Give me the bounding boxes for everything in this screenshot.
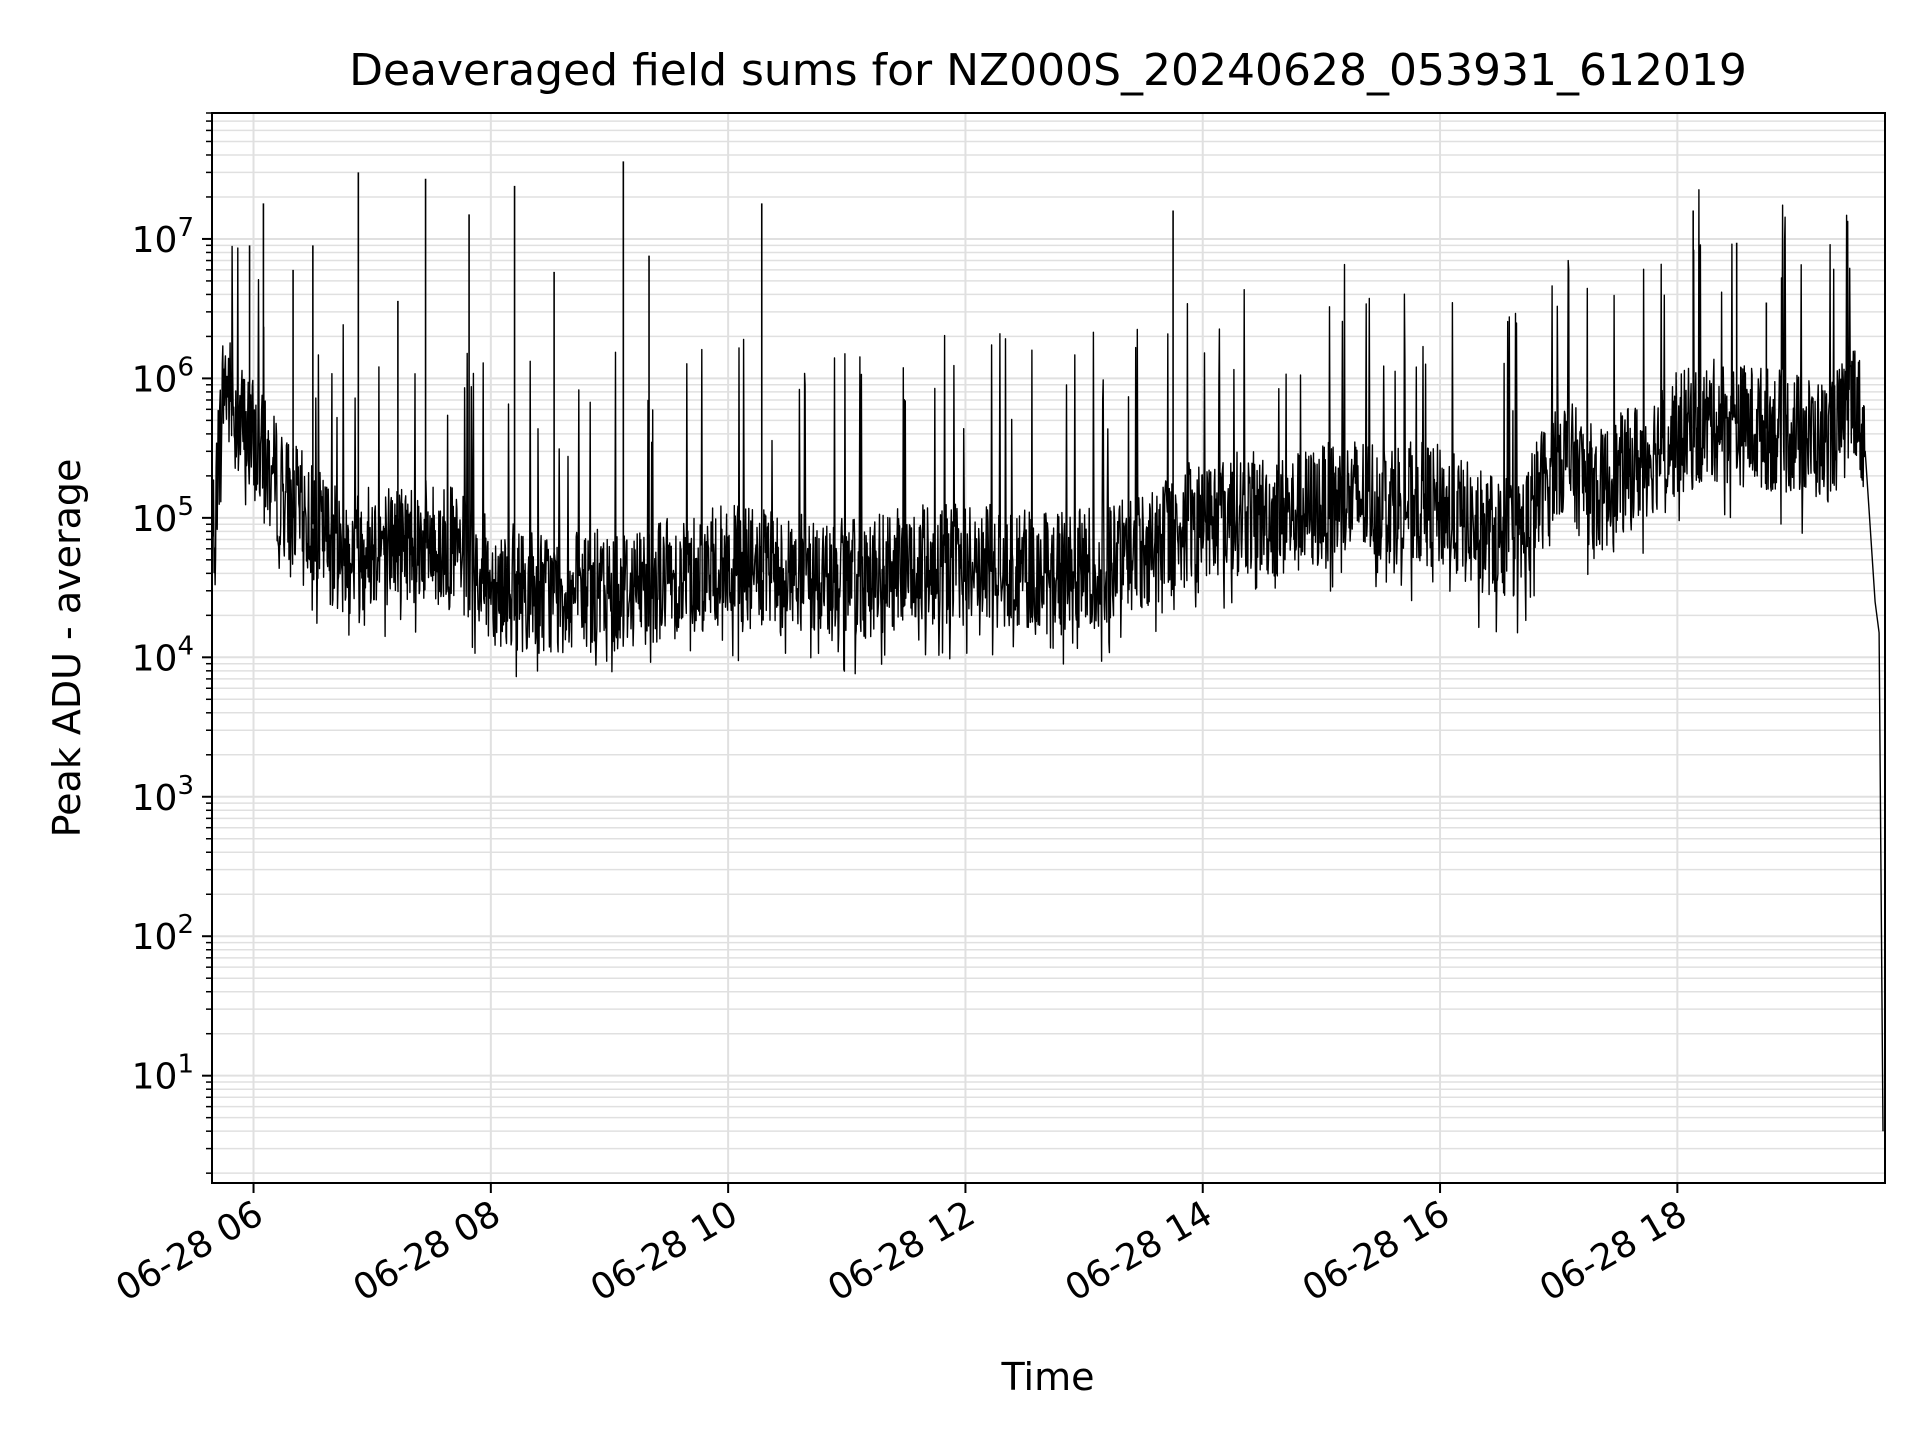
y-tick-label: 103 <box>132 771 194 819</box>
data-series <box>211 161 1884 1132</box>
y-tick-label: 106 <box>132 352 194 400</box>
y-tick-label: 105 <box>132 492 194 540</box>
y-tick-label: 104 <box>132 631 194 679</box>
chart-title: Deaveraged field sums for NZ000S_2024062… <box>349 45 1747 96</box>
y-tick-label: 101 <box>132 1050 194 1098</box>
series-line <box>211 189 1884 1132</box>
y-tick-label: 107 <box>132 213 194 261</box>
y-axis-label: Peak ADU - average <box>45 459 89 838</box>
plot-frame <box>211 112 1886 1184</box>
x-axis-label: Time <box>1001 1355 1095 1399</box>
y-tick-label: 102 <box>132 910 194 958</box>
grid-lines <box>212 112 1885 1183</box>
